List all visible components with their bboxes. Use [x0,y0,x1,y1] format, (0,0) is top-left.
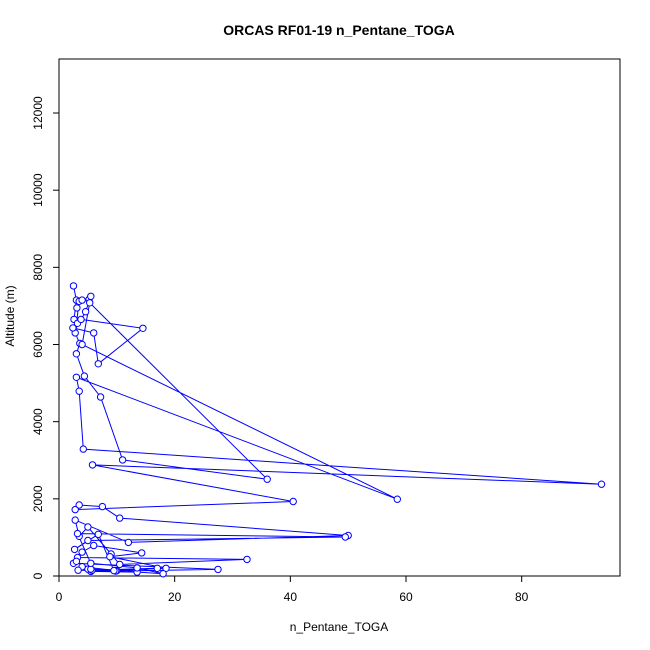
data-point [88,461,97,469]
data-point [74,566,82,574]
y-axis: 0 2000 4000 6000 8000 10000 12000 [31,96,60,579]
data-point [71,505,79,514]
data-point [72,350,81,358]
data-point [124,538,133,547]
x-tick-label: 0 [56,590,63,604]
data-point [72,557,81,565]
y-tick-label: 0 [31,572,45,579]
data-point [86,299,94,307]
data-point [289,497,297,506]
data-point [75,387,83,395]
data-point [77,315,85,324]
data-point [106,553,114,561]
data-point [75,501,83,509]
x-tick-label: 40 [284,590,298,604]
data-point [118,456,127,464]
data-point [96,393,105,401]
data-point [94,530,103,538]
data-point [214,565,222,574]
data-point [116,514,124,522]
data-point [84,536,92,545]
data-point [78,340,86,349]
data-point [90,329,98,337]
data-point [87,559,95,567]
x-axis: 0 20 40 60 80 [56,575,529,604]
data-point [80,372,89,380]
data-point [87,292,95,300]
data-point [243,555,251,564]
data-point [597,480,606,488]
data-point [159,570,167,578]
y-tick-label: 2000 [31,485,45,512]
data-point [153,564,162,572]
x-tick-label: 80 [515,590,529,604]
data-point [69,282,78,290]
data-point [78,548,86,556]
data-point [139,324,147,332]
x-tick-label: 60 [399,590,413,604]
data-point [138,549,146,557]
data-point [116,560,124,569]
data-point [73,304,81,312]
data-point [84,523,92,531]
data-point [341,533,349,541]
data-point [78,296,86,304]
y-axis-label: Altitude (m) [3,285,17,346]
data-point [263,475,271,483]
data-point [72,373,81,381]
data-series [69,282,606,578]
x-tick-label: 20 [168,590,182,604]
data-point [71,516,79,524]
data-point [79,445,88,453]
y-tick-label: 12000 [31,96,45,130]
y-tick-label: 8000 [31,254,45,281]
data-point [133,564,141,572]
data-point [90,541,98,550]
data-point [73,529,82,538]
data-point [393,495,401,503]
x-axis-label: n_Pentane_TOGA [290,620,389,634]
chart-title: ORCAS RF01-19 n_Pentane_TOGA [223,22,455,38]
data-point [69,324,77,332]
data-point [94,360,103,368]
y-tick-label: 6000 [31,331,45,358]
data-point [70,545,79,554]
y-tick-label: 10000 [31,173,45,207]
data-point [81,308,90,316]
data-point [98,502,107,511]
data-point [110,566,118,575]
y-tick-label: 4000 [31,408,45,435]
